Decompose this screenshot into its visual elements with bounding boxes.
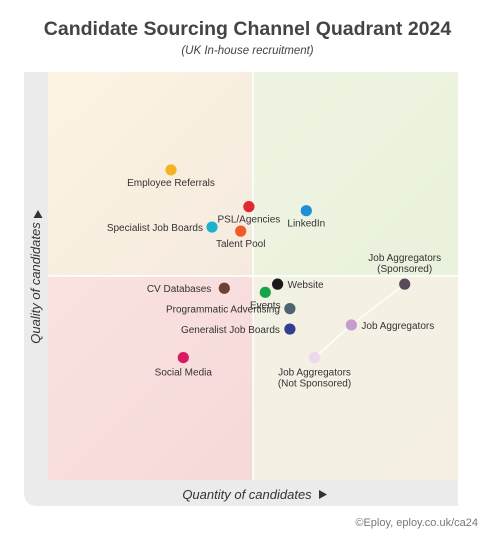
data-point bbox=[272, 278, 284, 290]
data-label: Social Media bbox=[155, 368, 213, 379]
data-point bbox=[235, 225, 247, 237]
data-point bbox=[243, 201, 255, 213]
data-label: Job Aggregators (Sponsored) bbox=[368, 253, 441, 275]
data-label: Job Aggregators bbox=[361, 321, 434, 332]
data-label: PSL/Agencies bbox=[217, 215, 280, 226]
data-point bbox=[308, 352, 321, 364]
chart-title: Candidate Sourcing Channel Quadrant 2024 bbox=[43, 18, 452, 40]
data-point bbox=[218, 282, 230, 294]
data-label: Talent Pool bbox=[216, 239, 265, 250]
data-point bbox=[177, 352, 189, 364]
data-label: Generalist Job Boards bbox=[181, 325, 280, 336]
data-label: Programmatic Advertising bbox=[166, 305, 280, 316]
x-axis-label: Quantity of candidates bbox=[182, 487, 312, 502]
y-axis-arrow-icon bbox=[33, 210, 43, 218]
quadrant-dividers bbox=[48, 72, 458, 480]
data-labels: Employee Referrals PSL/Agencies LinkedIn Sp… bbox=[107, 178, 441, 390]
x-axis-arrow-icon bbox=[319, 490, 327, 499]
data-point bbox=[206, 221, 218, 233]
credit-text: ©Eploy, eploy.co.uk/ca24 bbox=[355, 517, 478, 529]
data-label: Specialist Job Boards bbox=[107, 223, 203, 234]
data-label: LinkedIn bbox=[287, 219, 325, 230]
data-point bbox=[284, 323, 296, 335]
quadrant-top-left bbox=[48, 72, 253, 276]
data-point bbox=[345, 319, 357, 331]
data-point bbox=[165, 164, 177, 176]
data-label: Events bbox=[250, 300, 281, 311]
data-label: Job Aggregators (Not Sponsored) bbox=[278, 368, 351, 390]
data-points bbox=[165, 164, 411, 364]
data-label: Website bbox=[288, 280, 324, 291]
data-label: Employee Referrals bbox=[127, 178, 215, 189]
data-point bbox=[259, 286, 271, 298]
data-point bbox=[284, 303, 296, 315]
quadrant-bottom-left bbox=[48, 276, 253, 480]
data-point bbox=[399, 278, 411, 290]
y-axis-label: Quality of candidates bbox=[28, 222, 43, 344]
data-label: CV Databases bbox=[147, 284, 211, 295]
data-point bbox=[300, 205, 312, 217]
quadrant-top-right bbox=[253, 72, 458, 276]
chart-subtitle: (UK In-house recruitment) bbox=[181, 45, 314, 57]
